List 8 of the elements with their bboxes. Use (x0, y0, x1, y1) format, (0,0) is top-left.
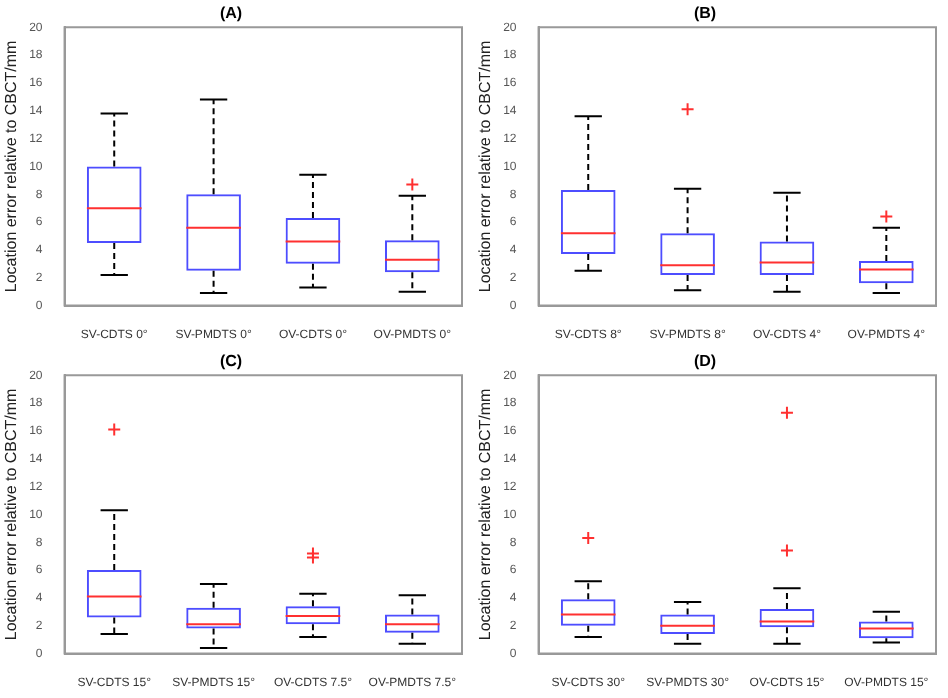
chart-title: (A) (219, 4, 243, 23)
chart-title: (D) (693, 352, 717, 371)
chart-title: (B) (693, 4, 717, 23)
y-axis-title: Location error relative to CBCT/mm (476, 39, 495, 293)
y-axis-title: Location error relative to CBCT/mm (2, 39, 21, 293)
y-axis-title: Location error relative to CBCT/mm (476, 387, 495, 641)
chart-title: (C) (219, 352, 243, 371)
y-axis-title: Location error relative to CBCT/mm (2, 387, 21, 641)
